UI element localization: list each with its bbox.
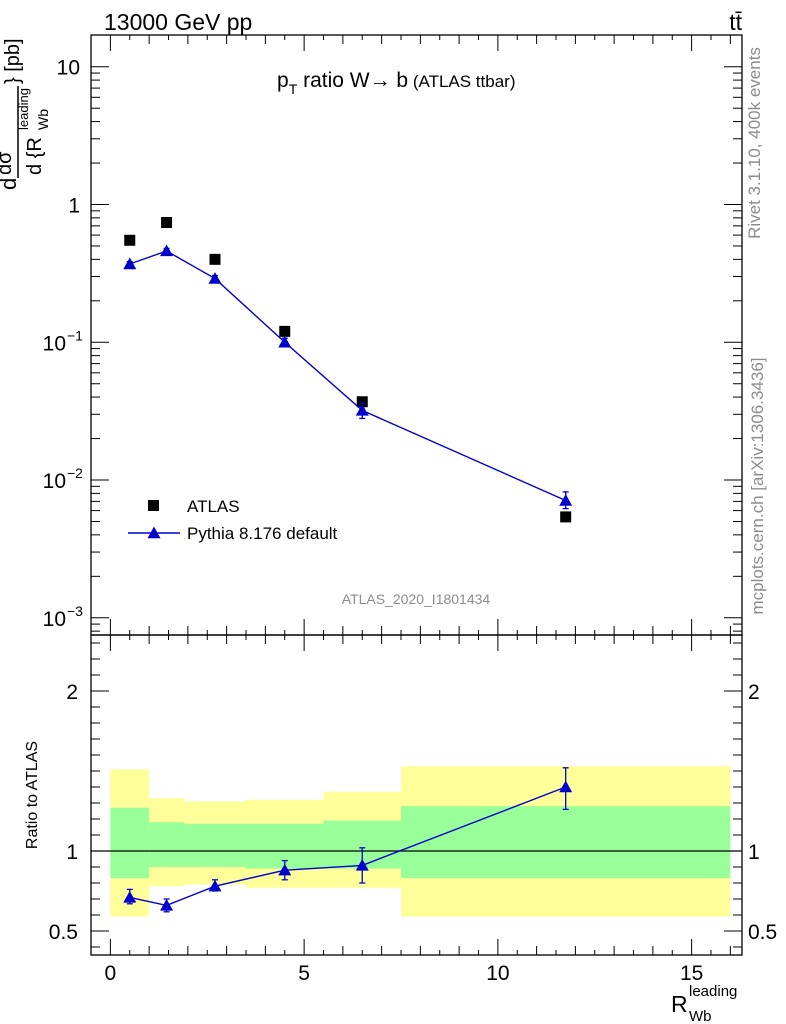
y-tick-label: 1 (68, 195, 80, 218)
data-point (161, 217, 173, 229)
y-tick-label: 10 (43, 608, 66, 631)
band-green-2 (184, 823, 246, 867)
y-tick-label: 10 (43, 470, 66, 493)
band-green-0 (110, 807, 150, 879)
svg-text:} [pb]: } [pb] (2, 38, 24, 84)
ratio-frame (90, 634, 743, 956)
data-point (124, 234, 136, 246)
y-tick-exponent: −1 (67, 327, 83, 343)
data-point (355, 403, 369, 416)
ratio-y-tick-label: 1 (66, 841, 78, 864)
ratio-y-tick-label: 2 (66, 681, 78, 704)
data-point (209, 253, 221, 265)
data-point (560, 511, 572, 523)
data-point (208, 272, 222, 284)
main-title: pT ratio W→ b (ATLAS ttbar) (277, 69, 516, 97)
series-line (129, 250, 566, 502)
ratio-y-tick-label-right: 2 (748, 681, 760, 704)
x-tick-label: 15 (680, 962, 703, 985)
data-point (278, 863, 292, 876)
data-point (123, 890, 137, 903)
ratio-y-tick-label-right: 1 (748, 841, 760, 864)
legend-marker-pythia (147, 526, 161, 539)
energy-label: 13000 GeV pp (104, 9, 252, 35)
x-tick-label: 0 (105, 962, 117, 985)
source-label: mcplots.cern.ch [arXiv:1306.3436] (748, 357, 767, 614)
data-point (559, 780, 573, 793)
y-tick-exponent: −3 (67, 603, 83, 619)
main-ylabel: d dσ fid d {R Wb leading } [pb] (0, 38, 51, 190)
svg-text:Wb: Wb (689, 1008, 712, 1024)
process-label: tt̄ (729, 9, 742, 35)
legend-marker-atlas (148, 500, 159, 511)
legend-label-atlas: ATLAS (187, 497, 240, 516)
series-line (129, 786, 566, 907)
data-point (160, 898, 174, 911)
data-point (208, 879, 222, 892)
ratio-plot: 0 5 10 15 0.5 0.5 1 1 2 2 (49, 634, 777, 985)
data-point (356, 396, 368, 408)
svg-text:leading: leading (689, 983, 737, 1000)
svg-text:Wb: Wb (35, 109, 51, 130)
main-frame (90, 34, 743, 636)
data-point (160, 244, 174, 257)
analysis-tag: ATLAS_2020_I1801434 (342, 591, 491, 607)
svg-text:fid: fid (0, 136, 3, 150)
data-point (355, 858, 369, 871)
rivet-label: Rivet 3.1.10, 400k events (745, 47, 764, 239)
svg-text:R: R (671, 991, 688, 1017)
band-green-1 (149, 822, 184, 867)
y-tick-label: 10 (57, 57, 80, 80)
data-point (279, 325, 291, 337)
band-green-5 (401, 806, 731, 879)
svg-text:dσ: dσ (0, 151, 16, 175)
x-tick-label: 5 (298, 962, 310, 985)
data-point (123, 257, 137, 270)
svg-text:d {R: d {R (24, 137, 46, 175)
data-point (559, 494, 573, 506)
x-tick-label: 10 (486, 962, 509, 985)
svg-text:leading: leading (16, 88, 31, 130)
ratio-y-tick-label: 0.5 (49, 921, 78, 944)
legend-label-pythia: Pythia 8.176 default (187, 524, 338, 543)
ratio-y-tick-label-right: 0.5 (748, 921, 777, 944)
y-tick-label: 10 (43, 332, 66, 355)
data-point (278, 335, 292, 348)
x-axis-label: R Wb leading (671, 983, 737, 1024)
ratio-ylabel: Ratio to ATLAS (24, 741, 41, 849)
svg-text:d: d (0, 178, 21, 190)
y-tick-exponent: −2 (67, 465, 83, 481)
